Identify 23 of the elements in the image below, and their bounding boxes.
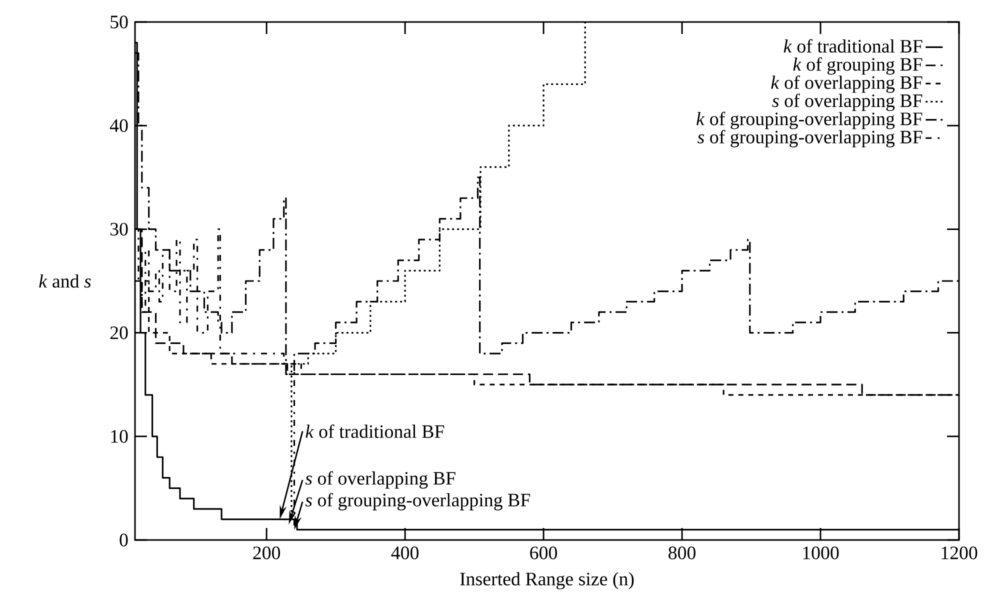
x-tick-label: 800 xyxy=(668,546,696,560)
x-tick-label: 1000 xyxy=(803,546,839,560)
annotation: s of overlapping BF xyxy=(305,471,456,489)
legend-label: k of overlapping BF xyxy=(771,75,922,93)
legend-label: s of overlapping BF xyxy=(772,94,922,112)
y-tick-label: 30 xyxy=(110,222,128,236)
legend-label: k of traditional BF xyxy=(784,39,922,53)
legend-label: k of grouping BF xyxy=(793,57,922,75)
y-tick-label: 10 xyxy=(111,430,128,443)
x-axis-title: Inserted Range size (n) xyxy=(460,572,634,590)
y-axis-title: k and s xyxy=(39,274,91,288)
annotation: k of traditional BF xyxy=(306,424,444,438)
y-tick-label: 20 xyxy=(110,326,128,340)
y-tick-label: 50 xyxy=(110,16,128,28)
annotation: s of grouping-overlapping BF xyxy=(305,492,530,510)
x-tick-label: 400 xyxy=(391,546,419,560)
x-tick-label: 200 xyxy=(253,546,280,560)
y-tick-label: 0 xyxy=(120,534,128,546)
x-tick-label: 1200 xyxy=(942,546,978,560)
x-tick-label: 600 xyxy=(530,546,558,560)
legend-label: k of grouping-overlapping BF xyxy=(696,112,922,130)
y-tick-label: 40 xyxy=(110,119,128,132)
legend-label: s of grouping-overlapping BF xyxy=(698,130,922,148)
